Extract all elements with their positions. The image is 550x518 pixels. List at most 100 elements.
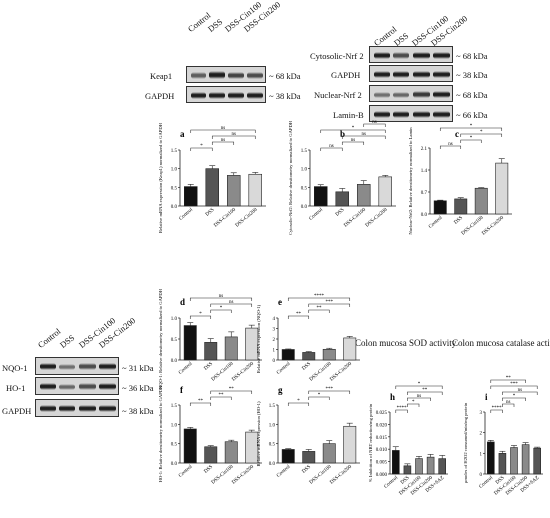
y-axis-label: HO-1: Relative densitometry normalized t…	[158, 385, 163, 483]
significance-label: ns	[518, 388, 523, 393]
significance-label: ns	[351, 138, 356, 143]
significance-bracket	[190, 147, 213, 151]
x-tick-label: Control	[308, 207, 324, 222]
blot-row-label: Keap1	[150, 71, 173, 81]
y-axis-label: Relative mRNA expression (Keap1) normali…	[158, 122, 163, 233]
bar	[403, 465, 412, 475]
x-tick-label: Control	[276, 361, 292, 376]
y-tick-label: 0.000	[376, 473, 388, 478]
bar	[415, 458, 423, 475]
y-axis-label: Relative mRNA expression (NQO-1)	[256, 304, 261, 373]
kda-label: ~ 66 kDa	[456, 110, 488, 120]
significance-bracket	[287, 402, 310, 406]
y-tick-label: 0.5	[269, 443, 276, 448]
chart-f: f 0.0 0.5 1.0 1.5 HO-1: Relative densitometry…	[158, 385, 262, 486]
y-tick-label: 0.5	[171, 186, 178, 191]
significance-bracket	[287, 297, 351, 301]
bar	[184, 186, 198, 207]
chart-title-sod: Colon mucosa SOD activity	[355, 338, 457, 348]
significance-label: ns	[448, 142, 453, 147]
significance-label: ***	[510, 382, 518, 387]
significance-bracket	[308, 390, 351, 394]
x-tick-label: DSS	[400, 475, 411, 486]
y-tick-label: 2.1	[421, 147, 428, 152]
bar	[183, 325, 197, 361]
significance-bracket	[439, 145, 462, 149]
y-tick-label: 1.0	[171, 168, 178, 173]
panel-letter: c	[455, 129, 459, 139]
significance-bracket	[395, 385, 443, 389]
x-tick-label: DSS-Cin200	[481, 215, 505, 237]
significance-bracket	[210, 396, 232, 400]
bar	[313, 186, 328, 207]
y-tick-label: 1	[273, 349, 276, 354]
significance-bracket	[460, 133, 503, 137]
y-tick-label: 1.4	[421, 169, 428, 174]
x-tick-label: DSS-Cin200	[234, 207, 258, 229]
x-tick-label: DSS-Cin200	[364, 207, 388, 229]
bar	[378, 176, 392, 207]
panel-letter: g	[278, 385, 283, 395]
x-tick-label: Control	[276, 464, 292, 479]
bar	[495, 162, 509, 215]
blot-row-label: GAPDH	[331, 70, 361, 80]
y-tick-label: 1.0	[269, 423, 276, 428]
significance-bracket	[439, 127, 503, 131]
bar	[474, 187, 488, 215]
significance-bracket	[308, 396, 330, 400]
chart-e: e 0 1 2 3 4 Relative mRNA expression (NQO-1) Co…	[256, 294, 360, 383]
blot-row-label: Nuclear-Nrf 2	[314, 90, 362, 100]
significance-bracket	[189, 402, 212, 406]
significance-label: *	[220, 306, 223, 311]
panel-letter: a	[180, 129, 185, 139]
panel-letter: b	[340, 129, 345, 139]
bar	[510, 447, 518, 475]
significance-bracket	[320, 147, 343, 151]
significance-label: ns	[329, 144, 334, 149]
significance-label: *	[418, 382, 421, 387]
significance-bracket	[460, 139, 482, 143]
y-tick-label: 0.0	[301, 205, 308, 210]
kda-label: ~ 36 kDa	[122, 383, 154, 393]
bar	[302, 451, 316, 464]
x-tick-label: DSS	[495, 475, 506, 486]
chart-b: b 0.0 0.5 1.0 1.5 Cytosolic-Nrf2: Relative de…	[288, 120, 396, 235]
significance-label: **	[506, 376, 512, 381]
significance-bracket	[363, 123, 386, 127]
panel-letter: d	[180, 297, 185, 307]
significance-label: **	[422, 388, 428, 393]
y-tick-label: 0.0	[269, 462, 276, 467]
chart-a: a 0.0 0.5 1.0 1.5 Relative mRNA expression (K…	[158, 122, 266, 233]
significance-label: ***	[326, 300, 334, 305]
x-tick-label: DSS-Cin100	[343, 207, 367, 229]
x-tick-label: DSS-Cin200	[231, 464, 255, 486]
y-tick-label: 1.0	[171, 317, 178, 322]
significance-label: *	[412, 400, 415, 405]
significance-label: ns	[506, 400, 511, 405]
bar	[356, 184, 371, 207]
significance-label: *	[513, 394, 516, 399]
significance-label: ns	[219, 294, 224, 299]
significance-label: ***	[326, 387, 334, 392]
y-tick-label: 1.0	[171, 423, 178, 428]
y-tick-label: 2	[480, 432, 483, 437]
blot-row-label: GAPDH	[2, 406, 32, 416]
significance-label: ns	[362, 132, 367, 137]
cytosolic-nrf2-blot	[369, 46, 453, 63]
bar	[498, 453, 507, 475]
significance-label: ns	[221, 138, 226, 143]
bar	[227, 175, 241, 207]
bar	[343, 337, 357, 361]
panel-letter: i	[485, 392, 488, 402]
nqo1-blot	[35, 357, 119, 375]
nuclear-nrf2-blot	[369, 85, 453, 102]
significance-label: ns	[372, 120, 377, 125]
significance-label: ****	[314, 294, 325, 299]
bar	[521, 444, 530, 475]
x-tick-label: DSS	[301, 361, 312, 372]
significance-label: *	[480, 130, 483, 135]
significance-label: **	[296, 312, 302, 317]
y-axis-label: μmoles of H2O2 consumed/min/mg protein	[463, 402, 468, 483]
panel-letter: f	[180, 385, 184, 395]
y-tick-label: 0.5	[171, 443, 178, 448]
